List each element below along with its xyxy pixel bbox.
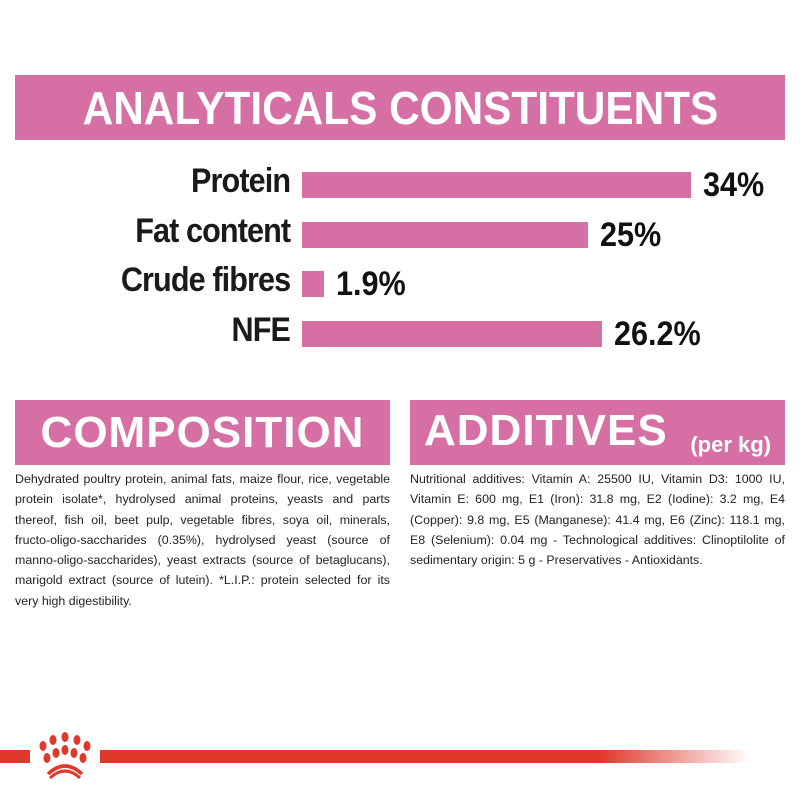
bar-protein <box>302 172 691 198</box>
value-label: 25% <box>600 216 662 254</box>
composition-heading: COMPOSITION <box>40 407 365 457</box>
value-label: 34% <box>702 166 765 204</box>
bar-fat-content <box>302 222 588 248</box>
category-label: NFE <box>231 311 291 349</box>
chart-title: ANALYTICALS CONSTITUENTS <box>82 81 718 134</box>
bar-nfe <box>302 321 602 347</box>
additives-subheading: (per kg) <box>690 432 771 457</box>
bar-crude-fibres <box>302 271 324 297</box>
additives-heading: ADDITIVES <box>424 406 668 455</box>
crown-logo-icon <box>30 730 100 780</box>
additives-header: ADDITIVES (per kg) <box>410 400 785 465</box>
footer-red-line <box>0 750 750 763</box>
additives-text: Nutritional additives: Vitamin A: 25500 … <box>410 472 785 568</box>
category-label: Fat content <box>135 212 291 250</box>
category-label: Protein <box>190 162 291 200</box>
category-label: Crude fibres <box>120 261 291 299</box>
chart-title-band: ANALYTICALS CONSTITUENTS <box>15 75 785 140</box>
value-label: 1.9% <box>335 265 406 303</box>
composition-header: COMPOSITION <box>15 400 390 465</box>
composition-text: Dehydrated poultry protein, animal fats,… <box>15 472 390 608</box>
value-label: 26.2% <box>613 315 701 353</box>
